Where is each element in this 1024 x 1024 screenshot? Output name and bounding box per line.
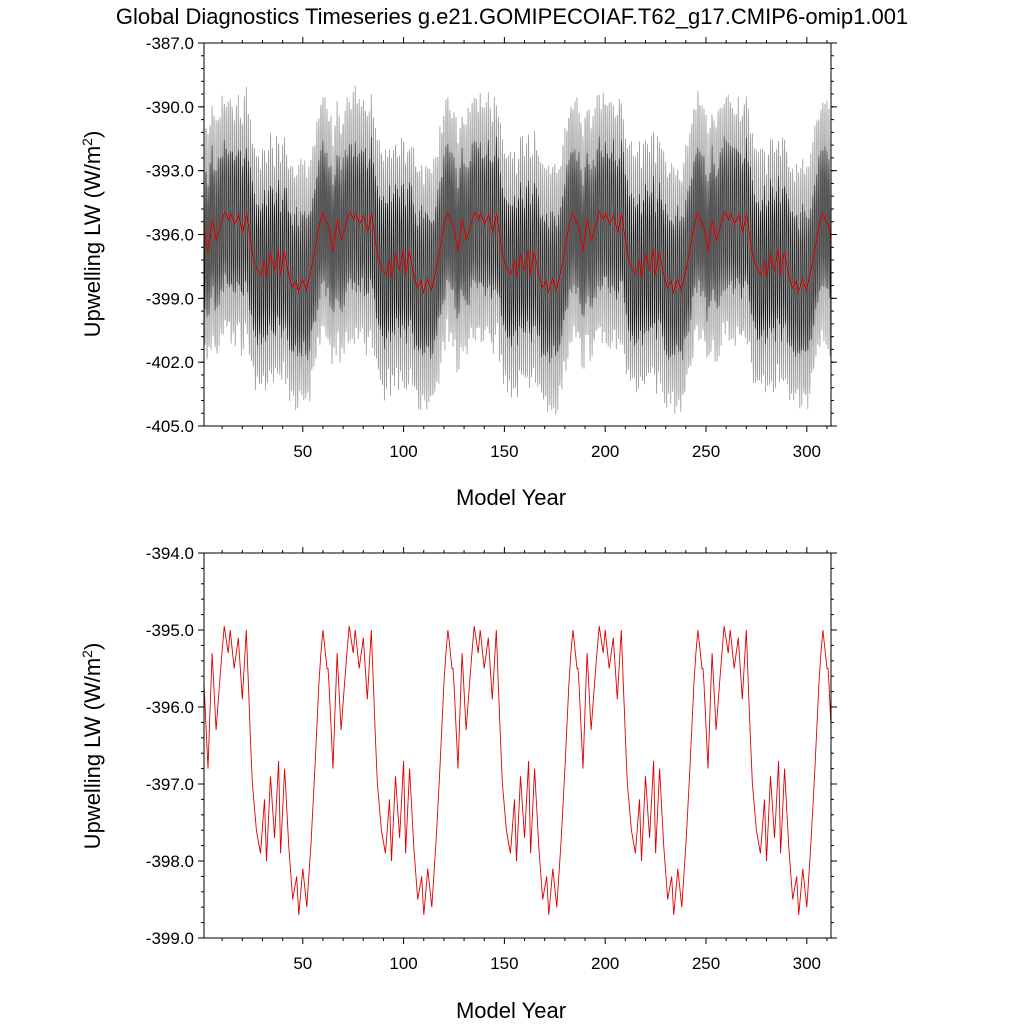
x-tick-label: 300 bbox=[793, 442, 821, 461]
y-tick-label: -395.0 bbox=[146, 621, 194, 640]
x-tick-label: 50 bbox=[293, 954, 312, 973]
y-tick-label: -398.0 bbox=[146, 852, 194, 871]
x-tick-label: 150 bbox=[490, 954, 518, 973]
bottom-x-tick-labels: 50 100 150 200 250 300 bbox=[293, 954, 821, 973]
top-ticks bbox=[198, 37, 837, 432]
top-y-tick-labels: -405.0 -402.0 -399.0 -396.0 -393.0 -390.0 -387… bbox=[146, 34, 194, 436]
x-tick-label: 250 bbox=[692, 442, 720, 461]
top-x-axis-title: Model Year bbox=[456, 485, 566, 510]
y-tick-label: -402.0 bbox=[146, 353, 194, 372]
x-tick-label: 100 bbox=[389, 442, 417, 461]
y-tick-label: -399.0 bbox=[146, 289, 194, 308]
x-tick-label: 150 bbox=[490, 442, 518, 461]
x-tick-label: 200 bbox=[591, 442, 619, 461]
bottom-annual-mean-line bbox=[203, 626, 832, 915]
y-tick-label: -390.0 bbox=[146, 98, 194, 117]
x-tick-label: 50 bbox=[293, 442, 312, 461]
top-series bbox=[203, 85, 832, 415]
chart-title: Global Diagnostics Timeseries g.e21.GOMI… bbox=[116, 4, 908, 29]
top-y-axis-title: Upwelling LW (W/m2) bbox=[79, 131, 105, 338]
y-tick-label: -399.0 bbox=[146, 929, 194, 948]
y-tick-label: -387.0 bbox=[146, 34, 194, 53]
y-tick-label: -405.0 bbox=[146, 417, 194, 436]
x-tick-label: 200 bbox=[591, 954, 619, 973]
y-tick-label: -396.0 bbox=[146, 226, 194, 245]
bottom-ticks bbox=[198, 547, 837, 944]
bottom-panel: -399.0 -398.0 -397.0 -396.0 -395.0 -394.0 50 1… bbox=[79, 544, 837, 1023]
bottom-plot-frame bbox=[203, 552, 832, 939]
y-tick-label: -394.0 bbox=[146, 544, 194, 563]
y-tick-label: -396.0 bbox=[146, 698, 194, 717]
top-annual-mean-line bbox=[203, 210, 832, 294]
x-tick-label: 300 bbox=[793, 954, 821, 973]
x-tick-label: 100 bbox=[389, 954, 417, 973]
monthly-mean-line bbox=[203, 136, 832, 363]
bottom-y-axis-title: Upwelling LW (W/m2) bbox=[79, 643, 105, 850]
bottom-series bbox=[203, 626, 832, 915]
bottom-x-axis-title: Model Year bbox=[456, 998, 566, 1023]
bottom-y-tick-labels: -399.0 -398.0 -397.0 -396.0 -395.0 -394.0 bbox=[146, 544, 194, 948]
y-tick-label: -397.0 bbox=[146, 775, 194, 794]
x-tick-label: 250 bbox=[692, 954, 720, 973]
top-x-tick-labels: 50 100 150 200 250 300 bbox=[293, 442, 821, 461]
top-panel: -405.0 -402.0 -399.0 -396.0 -393.0 -390.0 -387… bbox=[79, 34, 837, 510]
y-tick-label: -393.0 bbox=[146, 162, 194, 181]
